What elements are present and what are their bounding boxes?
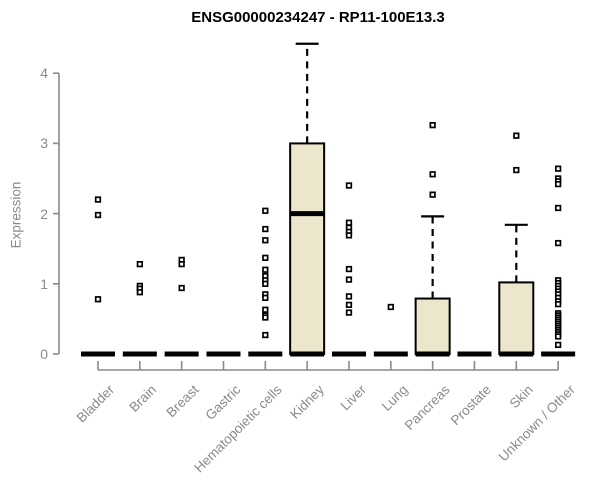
zero-median-bar-pancreas xyxy=(415,351,450,357)
outlier-point-hematopoietic-cells xyxy=(262,280,269,287)
chart-title: ENSG00000234247 - RP11-100E13.3 xyxy=(191,9,445,26)
outlier-point-liver xyxy=(345,301,353,309)
outlier-point-pancreas xyxy=(429,191,436,198)
outlier-point-unknown-other xyxy=(554,239,562,247)
outlier-point-hematopoietic-cells xyxy=(262,254,269,261)
outlier-point-lung xyxy=(387,303,394,311)
outlier-point-liver xyxy=(345,309,353,316)
zero-median-bar-kidney xyxy=(290,351,325,357)
zero-median-bar-prostate xyxy=(457,351,492,357)
outlier-point-liver xyxy=(345,293,353,300)
outlier-point-hematopoietic-cells xyxy=(262,331,269,339)
zero-median-bar-liver xyxy=(331,351,366,357)
outlier-point-liver xyxy=(345,265,353,273)
zero-median-bar-breast xyxy=(164,351,199,357)
box-skin xyxy=(498,281,535,355)
outlier-point-hematopoietic-cells xyxy=(262,314,269,321)
box-kidney xyxy=(289,142,326,355)
outlier-point-pancreas xyxy=(429,121,436,129)
box-pancreas xyxy=(414,297,451,355)
outlier-point-liver xyxy=(345,232,353,239)
outlier-point-unknown-other xyxy=(554,180,562,188)
outlier-point-brain xyxy=(136,289,143,296)
outlier-point-skin xyxy=(513,132,520,139)
zero-median-bar-skin xyxy=(499,351,534,357)
outlier-point-hematopoietic-cells xyxy=(262,306,269,313)
zero-median-bar-brain xyxy=(122,351,157,357)
outlier-point-unknown-other xyxy=(554,341,562,349)
outlier-point-bladder xyxy=(94,296,102,303)
outlier-point-hematopoietic-cells xyxy=(262,225,269,233)
outlier-point-unknown-other xyxy=(554,204,562,212)
outlier-point-breast xyxy=(178,260,185,268)
zero-median-bar-hematopoietic-cells xyxy=(248,351,283,357)
outlier-point-hematopoietic-cells xyxy=(262,207,269,214)
outlier-point-hematopoietic-cells xyxy=(262,237,269,244)
outlier-point-unknown-other xyxy=(554,165,562,172)
y-tick-label-0: 0 xyxy=(40,346,48,362)
y-tick-label-4: 4 xyxy=(40,65,48,82)
y-tick-label-2: 2 xyxy=(40,205,48,222)
zero-median-bar-bladder xyxy=(81,351,115,357)
outlier-point-breast xyxy=(178,284,185,292)
outlier-point-liver xyxy=(345,182,353,189)
zero-median-bar-gastric xyxy=(206,351,241,357)
outlier-point-skin xyxy=(513,166,520,174)
outlier-point-unknown-other xyxy=(554,333,562,340)
outlier-point-bladder xyxy=(94,211,102,219)
outlier-point-bladder xyxy=(94,196,102,203)
outlier-point-unknown-other xyxy=(554,301,562,308)
outlier-point-pancreas xyxy=(429,171,436,178)
y-tick-label-1: 1 xyxy=(40,275,48,292)
zero-median-bar-unknown-other xyxy=(541,351,576,357)
outlier-point-liver xyxy=(345,219,353,226)
zero-median-bar-lung xyxy=(373,351,408,357)
outlier-point-hematopoietic-cells xyxy=(262,266,269,273)
outlier-point-hematopoietic-cells xyxy=(262,294,269,301)
outlier-point-brain xyxy=(136,260,143,268)
y-tick-label-3: 3 xyxy=(40,135,48,152)
outlier-point-liver xyxy=(345,276,353,283)
